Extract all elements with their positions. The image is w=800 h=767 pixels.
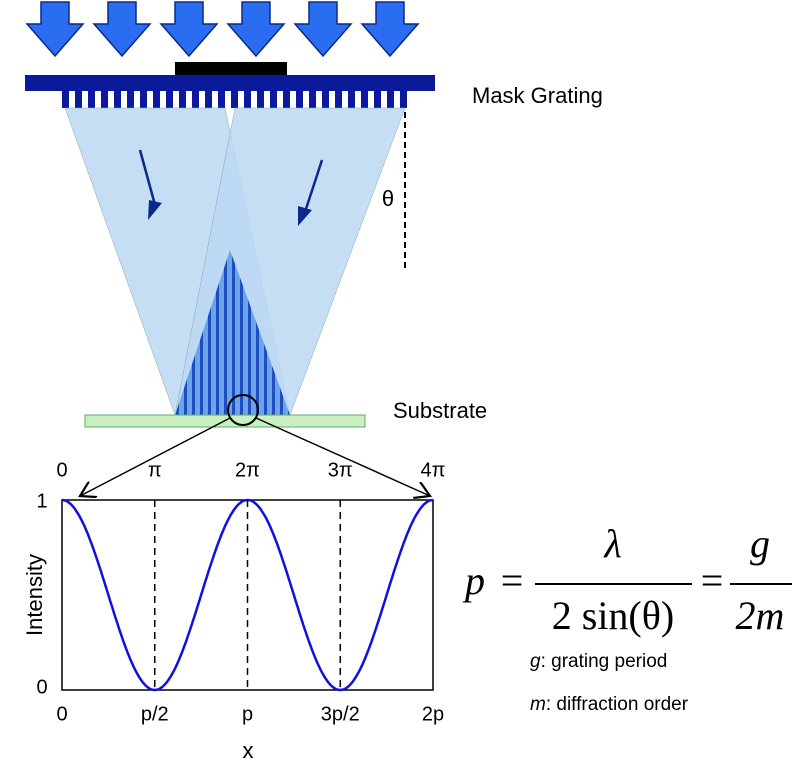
legend-text: : grating period (541, 651, 668, 672)
substrate-label: Substrate (393, 398, 487, 423)
tooth (218, 90, 225, 108)
beam-direction (303, 159, 324, 213)
zoom-line (255, 417, 430, 496)
tooth (309, 90, 316, 108)
tooth (348, 90, 355, 108)
formula-equals: = (701, 558, 724, 603)
tooth (205, 90, 212, 108)
zoom-line (80, 417, 231, 496)
tooth (322, 90, 329, 108)
phase-label: 4π (421, 459, 446, 481)
formula-lhs: p (462, 558, 485, 603)
tooth (283, 90, 290, 108)
legend-entry: g: grating period (530, 651, 667, 672)
down-arrow (159, 1, 219, 58)
tooth (374, 90, 381, 108)
interference-zone (175, 250, 290, 415)
formula-numerator: g (750, 521, 770, 566)
formula-denominator: 2m (736, 593, 785, 638)
x-tick-label: 3p/2 (321, 703, 360, 725)
formula-numerator: λ (603, 521, 621, 566)
y-tick-label: 1 (36, 490, 47, 512)
tooth (166, 90, 173, 108)
tooth (400, 90, 407, 108)
phase-label: 3π (328, 459, 353, 481)
x-tick-label: 2p (422, 703, 444, 725)
tooth (270, 90, 277, 108)
beam-direction (138, 149, 157, 206)
mask-label: Mask Grating (472, 83, 603, 108)
legend-symbol: m (530, 694, 546, 715)
down-arrow (92, 1, 152, 58)
formula-equals: = (501, 558, 524, 603)
tooth (140, 90, 147, 108)
x-axis-label: x (243, 738, 254, 763)
tooth (88, 90, 95, 108)
legend-symbol: g (530, 651, 541, 672)
x-tick-label: p/2 (141, 703, 169, 725)
down-arrow (226, 1, 286, 58)
y-axis-label: Intensity (22, 554, 47, 636)
y-tick-label: 0 (36, 676, 47, 698)
legend-text: : diffraction order (546, 694, 689, 715)
tooth (387, 90, 394, 108)
light-arrows (25, 1, 420, 58)
x-tick-label: 0 (56, 703, 67, 725)
tooth (192, 90, 199, 108)
tooth (114, 90, 121, 108)
tooth (296, 90, 303, 108)
tooth (231, 90, 238, 108)
zoom-circle (227, 394, 259, 426)
phase-label: 0 (56, 459, 67, 481)
mask-block (175, 62, 287, 76)
formula: p = λ 2 sin(θ) = g 2m (462, 521, 792, 638)
down-arrow (293, 1, 353, 58)
beam-direction-head (298, 206, 312, 226)
tooth (127, 90, 134, 108)
down-arrow (25, 1, 85, 58)
tooth (335, 90, 342, 108)
tooth (257, 90, 264, 108)
phase-label: π (148, 459, 162, 481)
angle-label: θ (382, 186, 394, 211)
tooth (62, 90, 69, 108)
tooth (101, 90, 108, 108)
tooth (179, 90, 186, 108)
tooth (244, 90, 251, 108)
phase-label: 2π (235, 459, 260, 481)
down-arrow (360, 1, 420, 58)
beam-direction-head (148, 200, 162, 220)
mask-bar (25, 75, 435, 91)
x-tick-label: p (242, 703, 253, 725)
tooth (153, 90, 160, 108)
tooth (75, 90, 82, 108)
tooth (361, 90, 368, 108)
grating-teeth (62, 90, 407, 108)
legend-entry: m: diffraction order (530, 694, 689, 715)
formula-denominator: 2 sin(θ) (552, 593, 674, 638)
